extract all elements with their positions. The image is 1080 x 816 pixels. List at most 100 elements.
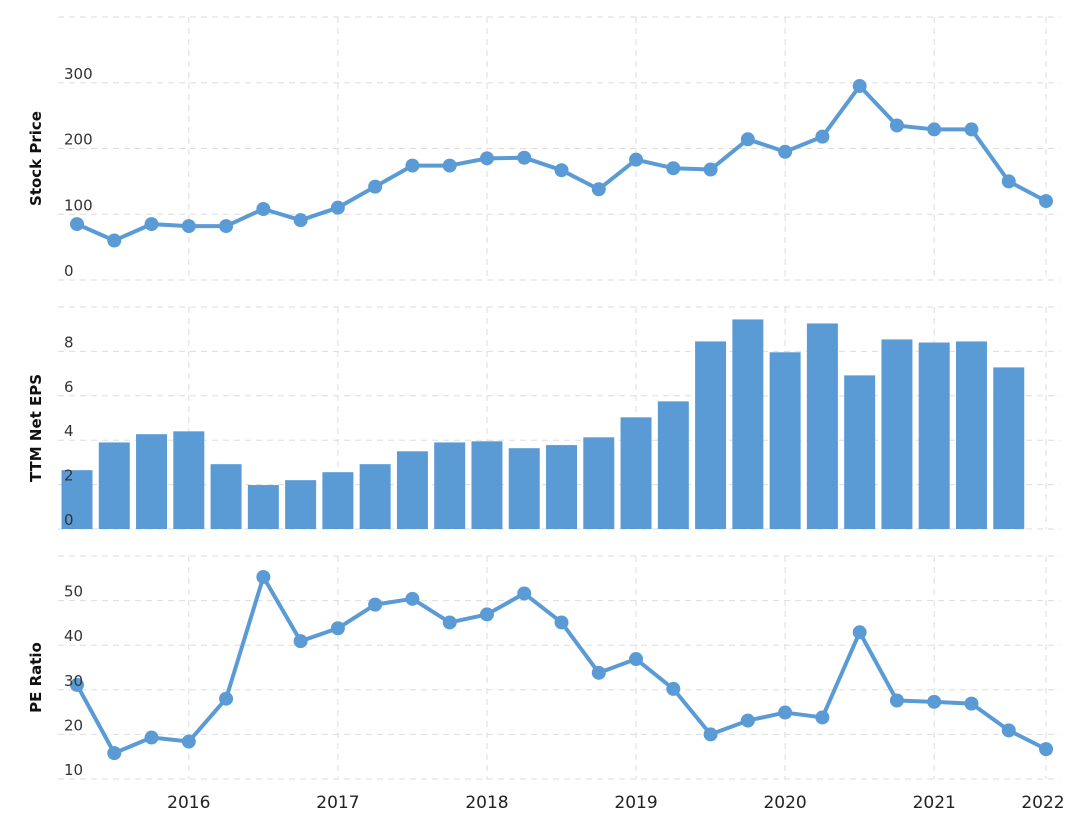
- y-tick-label: 6: [64, 378, 74, 396]
- pe-ratio-point: [405, 591, 420, 606]
- pe-ratio-point: [815, 710, 830, 725]
- eps-bar: [136, 434, 168, 529]
- stock-price-point: [144, 217, 159, 232]
- stock-price-point: [740, 132, 755, 147]
- stock-price-point: [368, 179, 383, 194]
- stock-price-point: [554, 163, 569, 178]
- stock-price-point: [181, 219, 196, 234]
- stock-price-point: [517, 150, 532, 165]
- stock-price-point: [442, 158, 457, 173]
- eps-bar: [359, 464, 391, 529]
- y-tick-label: 0: [64, 262, 74, 280]
- y-tick-label: 10: [64, 761, 83, 779]
- eps-bar: [918, 342, 950, 529]
- pe-ratio-panel: PE Ratio 10 20 30 40 50: [27, 555, 1060, 780]
- x-tick-label: 2017: [316, 793, 359, 813]
- y-tick-label: 4: [64, 422, 74, 440]
- pe-ratio-point: [927, 694, 942, 709]
- y-tick-label: 40: [64, 627, 83, 645]
- stock-price-point: [405, 158, 420, 173]
- pe-ratio-point: [107, 746, 122, 761]
- eps-bar: [396, 451, 428, 529]
- stock-price-point: [778, 144, 793, 159]
- pe-ratio-point: [181, 734, 196, 749]
- eps-bar: [806, 323, 838, 529]
- stock-price-point: [964, 122, 979, 137]
- eps-bar: [732, 319, 764, 529]
- y-tick-label: 200: [64, 131, 93, 149]
- stock-price-point: [852, 79, 867, 94]
- eps-bar: [434, 442, 466, 529]
- eps-bar: [546, 445, 578, 529]
- pe-ratio-point: [517, 586, 532, 601]
- x-tick-label: 2020: [763, 793, 806, 813]
- pe-ratio-point: [778, 705, 793, 720]
- pe-ratio-point: [1039, 742, 1054, 757]
- pe-ratio-point: [554, 615, 569, 630]
- y-tick-label: 20: [64, 716, 83, 734]
- eps-bar: [695, 341, 727, 529]
- eps-bar: [993, 367, 1025, 529]
- pe-ratio-point: [479, 607, 494, 622]
- eps-bar: [247, 485, 279, 529]
- pe-ratio-point: [70, 677, 84, 692]
- eps-bar: [881, 339, 913, 529]
- stock-price-point: [629, 152, 644, 167]
- stock-price-point: [889, 118, 904, 133]
- eps-bar: [61, 470, 93, 529]
- eps-bar: [844, 375, 876, 529]
- stock-price-point: [703, 162, 718, 177]
- pe-ratio-point: [703, 727, 718, 742]
- y-tick-label: 2: [64, 467, 74, 485]
- eps-bar: [322, 472, 354, 529]
- pe-ratio-point: [219, 691, 234, 706]
- eps-bar: [657, 401, 689, 529]
- x-tick-label: 2019: [614, 793, 657, 813]
- eps-bar: [173, 431, 205, 529]
- stock-price-point: [256, 201, 271, 216]
- stock-price-point: [330, 200, 345, 215]
- stock-price-point: [815, 129, 830, 144]
- eps-panel: TTM Net EPS 0 2 4 6 8: [27, 306, 1060, 530]
- eps-bar: [620, 417, 652, 529]
- pe-ratio-point: [740, 713, 755, 728]
- y-tick-label: 0: [64, 511, 74, 529]
- stock-price-point: [1039, 194, 1054, 209]
- y-tick-label: 50: [64, 583, 83, 601]
- pe-ratio-point: [293, 634, 308, 649]
- pe-ratio-point: [666, 681, 681, 696]
- eps-bar: [471, 441, 503, 529]
- eps-bar: [285, 480, 317, 529]
- y-axis-title: PE Ratio: [27, 642, 45, 713]
- pe-ratio-point: [591, 665, 606, 680]
- stock-price-point: [927, 122, 942, 137]
- stock-price-point: [293, 213, 308, 228]
- y-axis-title: Stock Price: [27, 111, 45, 206]
- stock-price-point: [70, 217, 84, 232]
- pe-ratio-point: [330, 621, 345, 636]
- pe-ratio-point: [368, 597, 383, 612]
- eps-bar: [508, 448, 540, 529]
- pe-ratio-point: [964, 696, 979, 711]
- stock-price-point: [107, 233, 122, 248]
- stock-price-point: [591, 182, 606, 197]
- stock-price-point: [666, 161, 681, 176]
- y-tick-label: 100: [64, 196, 93, 214]
- y-axis-title: TTM Net EPS: [27, 374, 45, 482]
- stock-price-point: [479, 151, 494, 166]
- x-tick-label: 2018: [465, 793, 508, 813]
- pe-ratio-point: [889, 693, 904, 708]
- x-tick-label: 2021: [913, 793, 956, 813]
- pe-ratio-point: [144, 730, 159, 745]
- y-tick-label: 300: [64, 65, 93, 83]
- eps-bar: [583, 437, 615, 529]
- pe-ratio-point: [629, 652, 644, 667]
- pe-ratio-point: [256, 569, 271, 584]
- stock-price-point: [1001, 174, 1016, 189]
- pe-ratio-point: [1001, 723, 1016, 738]
- eps-bar: [98, 442, 130, 529]
- x-tick-label: 2022: [1021, 793, 1064, 813]
- eps-bar: [769, 352, 801, 529]
- stock-price-point: [219, 219, 234, 234]
